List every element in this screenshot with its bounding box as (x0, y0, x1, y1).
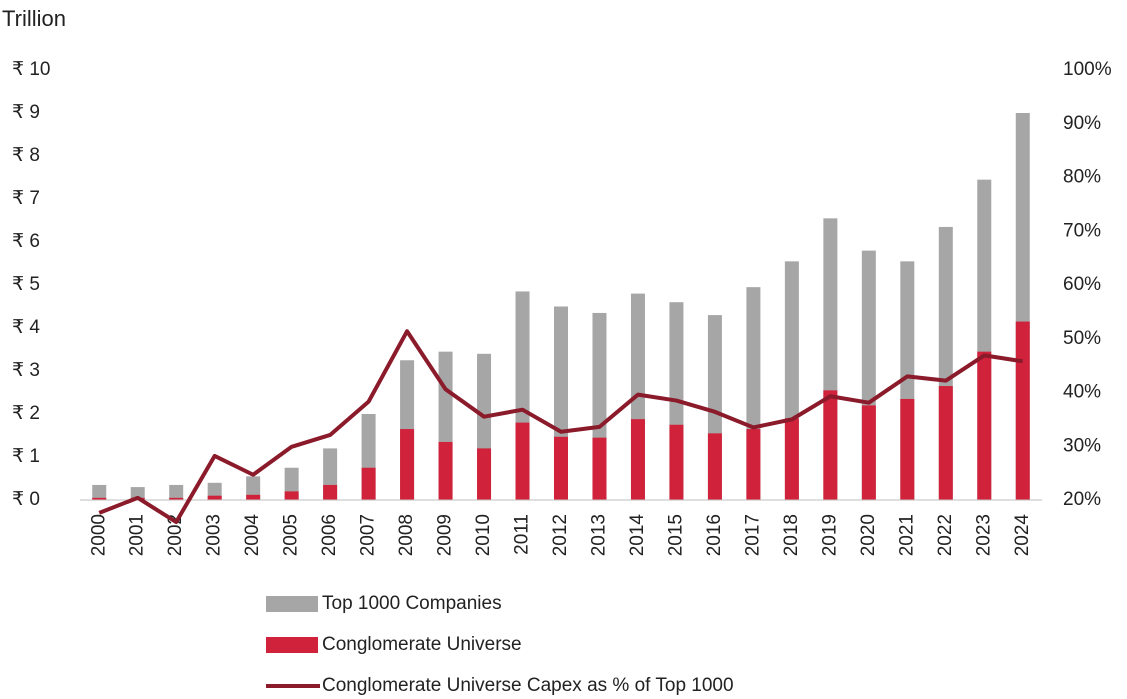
y-tick-label: ₹ 7 (12, 188, 40, 209)
y2-tick-label: 90% (1063, 113, 1101, 134)
bar (169, 497, 184, 500)
x-tick-label: 2017 (742, 514, 763, 556)
y-tick-label: ₹ 8 (12, 145, 40, 166)
bar (207, 495, 222, 500)
legend-swatch (266, 637, 318, 653)
x-tick-label: 2010 (473, 514, 494, 556)
x-tick-label: 2013 (588, 514, 609, 556)
x-tick-label: 2008 (396, 514, 417, 556)
bar (130, 487, 145, 500)
y2-tick-label: 70% (1063, 220, 1101, 241)
bar (630, 419, 645, 500)
bar (1015, 321, 1030, 500)
y2-tick-label: 50% (1063, 328, 1101, 349)
bar (400, 429, 415, 500)
x-tick-label: 2003 (204, 514, 225, 556)
x-tick-label: 2001 (127, 514, 148, 556)
bar (938, 386, 953, 500)
y2-tick-label: 80% (1063, 167, 1101, 188)
bar (246, 476, 261, 500)
y-tick-label: ₹ 10 (12, 59, 51, 80)
bar (323, 484, 338, 500)
bar (246, 494, 261, 500)
x-tick-label: 2018 (781, 514, 802, 556)
bar (92, 484, 107, 500)
bar (284, 491, 299, 500)
y-tick-label: ₹ 9 (12, 102, 40, 123)
legend-label: Conglomerate Universe (322, 634, 522, 655)
x-tick-label: 2021 (896, 514, 917, 556)
y2-tick-label: 20% (1063, 489, 1101, 510)
x-tick-label: 2012 (550, 514, 571, 556)
bar (92, 497, 107, 500)
x-tick-label: 2016 (704, 514, 725, 556)
x-tick-label: 2004 (242, 514, 263, 557)
y-axis-label: Trillion (2, 6, 66, 31)
bar (746, 429, 761, 500)
legend-label: Top 1000 Companies (322, 593, 502, 614)
y-tick-label: ₹ 1 (12, 446, 40, 467)
bar (592, 437, 607, 500)
x-tick-label: 2009 (435, 514, 456, 556)
y-tick-label: ₹ 5 (12, 274, 40, 295)
y-tick-label: ₹ 2 (12, 403, 40, 424)
x-tick-label: 2023 (973, 514, 994, 556)
x-tick-label: 2020 (858, 514, 879, 556)
legend-swatch (266, 596, 318, 612)
y2-tick-label: 60% (1063, 274, 1101, 295)
bar (977, 351, 992, 500)
bar (169, 484, 184, 500)
bar (477, 448, 492, 500)
bar (707, 433, 722, 500)
bar (823, 390, 838, 500)
bar (438, 441, 453, 500)
y-tick-label: ₹ 3 (12, 360, 40, 381)
x-tick-label: 2006 (319, 514, 340, 556)
bar (554, 436, 568, 500)
x-tick-label: 2022 (935, 514, 956, 556)
bar (900, 398, 915, 500)
x-tick-label: 2007 (358, 514, 379, 556)
y-tick-label: ₹ 4 (12, 317, 40, 338)
y-tick-label: ₹ 6 (12, 231, 40, 252)
y2-tick-label: 30% (1063, 435, 1101, 456)
bar (861, 405, 876, 500)
y2-tick-label: 100% (1063, 59, 1112, 80)
legend-label: Conglomerate Universe Capex as % of Top … (322, 675, 734, 696)
bar (515, 422, 530, 500)
bar (669, 424, 684, 500)
x-tick-label: 2014 (627, 514, 648, 557)
x-tick-label: 2024 (1012, 514, 1033, 557)
bar (784, 418, 799, 500)
bar (361, 467, 376, 500)
x-tick-label: 2019 (819, 514, 840, 556)
x-tick-label: 2005 (281, 514, 302, 556)
y2-tick-label: 40% (1063, 382, 1101, 403)
y-tick-label: ₹ 0 (12, 489, 40, 510)
x-tick-label: 2000 (88, 514, 109, 556)
x-tick-label: 2011 (512, 514, 533, 555)
x-tick-label: 2002 (165, 514, 186, 556)
line (98, 329, 1024, 525)
x-tick-label: 2015 (665, 514, 686, 556)
